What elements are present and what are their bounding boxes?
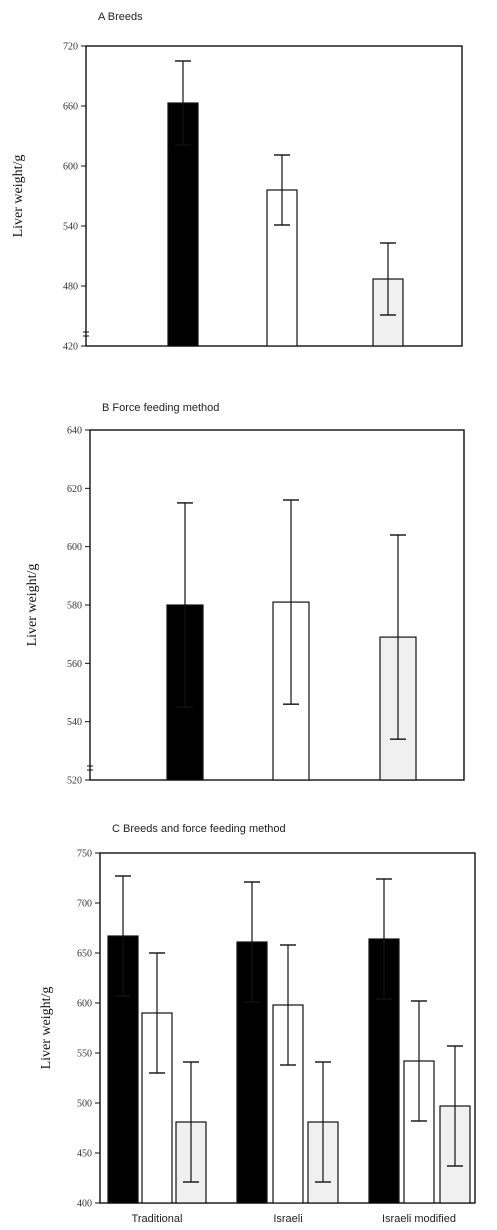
y-tick-label: 550 xyxy=(77,1049,92,1060)
panel-title: C Breeds and force feeding method xyxy=(112,823,286,835)
chart-panel-2: B Force feeding method Liver weight/g 520 5… xyxy=(25,402,465,787)
y-tick-label: 640 xyxy=(67,426,82,437)
chart-panel-1: A Breeds Liver weight/g 420 480 540 600 660 720 xyxy=(11,11,463,353)
y-tick-label: 520 xyxy=(67,776,82,787)
panel-title: A Breeds xyxy=(98,11,143,23)
y-tick-label: 750 xyxy=(77,849,92,860)
y-tick-label: 420 xyxy=(63,342,78,353)
y-tick-label: 650 xyxy=(77,949,92,960)
y-tick-label: 600 xyxy=(63,162,78,173)
y-tick-label: 700 xyxy=(77,899,92,910)
y-tick-label: 720 xyxy=(63,42,78,53)
y-tick-label: 620 xyxy=(67,484,82,495)
chart-panel-3: C Breeds and force feeding method Liver w… xyxy=(39,823,476,1225)
y-tick-label: 450 xyxy=(77,1149,92,1160)
bar xyxy=(167,102,199,347)
y-tick-label: 400 xyxy=(77,1199,92,1210)
y-axis-label: Liver weight/g xyxy=(39,987,54,1070)
x-tick-label: Traditional xyxy=(132,1213,183,1225)
y-tick-label: 600 xyxy=(77,999,92,1010)
y-axis-label: Liver weight/g xyxy=(25,564,40,647)
y-tick-label: 580 xyxy=(67,601,82,612)
y-tick-label: 660 xyxy=(63,102,78,113)
panel-title: B Force feeding method xyxy=(102,402,219,414)
x-tick-label: Israeli xyxy=(273,1213,302,1225)
y-tick-label: 540 xyxy=(63,222,78,233)
y-tick-label: 480 xyxy=(63,282,78,293)
y-tick-label: 500 xyxy=(77,1099,92,1110)
y-tick-label: 560 xyxy=(67,659,82,670)
y-tick-label: 600 xyxy=(67,542,82,553)
y-tick-label: 540 xyxy=(67,717,82,728)
y-axis-label: Liver weight/g xyxy=(11,155,26,238)
x-tick-label: Israeli modified xyxy=(382,1213,456,1225)
